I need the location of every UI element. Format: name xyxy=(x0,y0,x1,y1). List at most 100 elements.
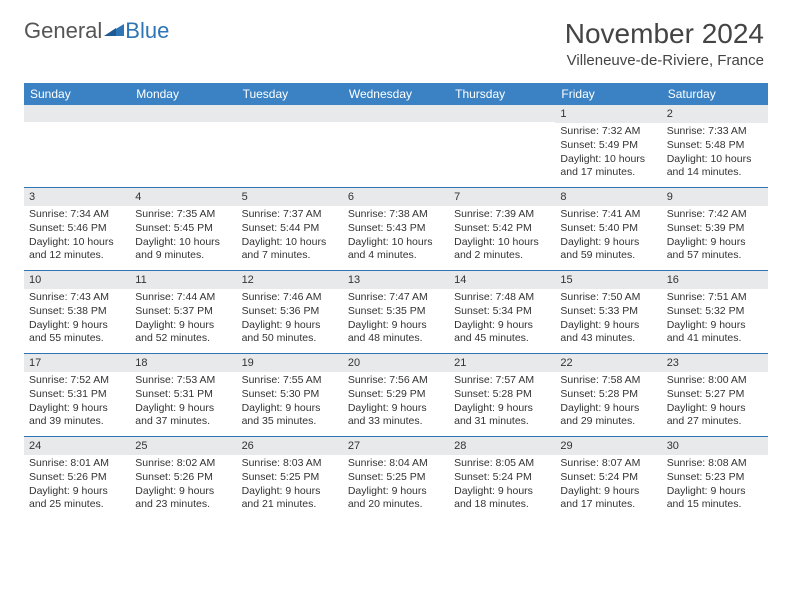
day-body: Sunrise: 7:48 AMSunset: 5:34 PMDaylight:… xyxy=(449,289,555,350)
calendar-cell: 6Sunrise: 7:38 AMSunset: 5:43 PMDaylight… xyxy=(343,188,449,270)
title-block: November 2024 Villeneuve-de-Riviere, Fra… xyxy=(565,18,764,69)
day-body: Sunrise: 8:04 AMSunset: 5:25 PMDaylight:… xyxy=(343,455,449,516)
sunset-text: Sunset: 5:45 PM xyxy=(135,222,231,236)
sunset-text: Sunset: 5:42 PM xyxy=(454,222,550,236)
daylight-text: Daylight: 10 hours and 17 minutes. xyxy=(560,153,656,180)
day-body: Sunrise: 7:43 AMSunset: 5:38 PMDaylight:… xyxy=(24,289,130,350)
sunset-text: Sunset: 5:31 PM xyxy=(29,388,125,402)
day-body: Sunrise: 7:39 AMSunset: 5:42 PMDaylight:… xyxy=(449,206,555,267)
day-number xyxy=(343,105,449,122)
day-number: 2 xyxy=(662,105,768,123)
daylight-text: Daylight: 9 hours and 21 minutes. xyxy=(242,485,338,512)
daylight-text: Daylight: 9 hours and 59 minutes. xyxy=(560,236,656,263)
sunrise-text: Sunrise: 7:44 AM xyxy=(135,291,231,305)
sunrise-text: Sunrise: 7:48 AM xyxy=(454,291,550,305)
day-body: Sunrise: 8:01 AMSunset: 5:26 PMDaylight:… xyxy=(24,455,130,516)
daylight-text: Daylight: 9 hours and 50 minutes. xyxy=(242,319,338,346)
daylight-text: Daylight: 10 hours and 9 minutes. xyxy=(135,236,231,263)
sunrise-text: Sunrise: 8:01 AM xyxy=(29,457,125,471)
logo-triangle-icon xyxy=(104,18,124,44)
day-number: 6 xyxy=(343,188,449,206)
daylight-text: Daylight: 9 hours and 55 minutes. xyxy=(29,319,125,346)
daylight-text: Daylight: 9 hours and 37 minutes. xyxy=(135,402,231,429)
day-number: 15 xyxy=(555,271,661,289)
day-body: Sunrise: 7:38 AMSunset: 5:43 PMDaylight:… xyxy=(343,206,449,267)
day-body: Sunrise: 8:00 AMSunset: 5:27 PMDaylight:… xyxy=(662,372,768,433)
sunrise-text: Sunrise: 7:42 AM xyxy=(667,208,763,222)
daylight-text: Daylight: 9 hours and 18 minutes. xyxy=(454,485,550,512)
sunset-text: Sunset: 5:40 PM xyxy=(560,222,656,236)
sunset-text: Sunset: 5:48 PM xyxy=(667,139,763,153)
calendar: SundayMondayTuesdayWednesdayThursdayFrid… xyxy=(24,83,768,519)
day-header-row: SundayMondayTuesdayWednesdayThursdayFrid… xyxy=(24,83,768,105)
daylight-text: Daylight: 9 hours and 33 minutes. xyxy=(348,402,444,429)
calendar-cell: 26Sunrise: 8:03 AMSunset: 5:25 PMDayligh… xyxy=(237,437,343,519)
sunrise-text: Sunrise: 8:08 AM xyxy=(667,457,763,471)
day-number: 1 xyxy=(555,105,661,123)
week-row: 10Sunrise: 7:43 AMSunset: 5:38 PMDayligh… xyxy=(24,271,768,354)
day-number: 10 xyxy=(24,271,130,289)
daylight-text: Daylight: 10 hours and 7 minutes. xyxy=(242,236,338,263)
day-header: Monday xyxy=(130,83,236,105)
sunrise-text: Sunrise: 7:32 AM xyxy=(560,125,656,139)
sunset-text: Sunset: 5:23 PM xyxy=(667,471,763,485)
day-body: Sunrise: 8:05 AMSunset: 5:24 PMDaylight:… xyxy=(449,455,555,516)
day-number: 3 xyxy=(24,188,130,206)
daylight-text: Daylight: 9 hours and 17 minutes. xyxy=(560,485,656,512)
daylight-text: Daylight: 9 hours and 57 minutes. xyxy=(667,236,763,263)
logo-text-2: Blue xyxy=(125,18,169,44)
sunrise-text: Sunrise: 7:55 AM xyxy=(242,374,338,388)
day-body: Sunrise: 7:33 AMSunset: 5:48 PMDaylight:… xyxy=(662,123,768,184)
day-body: Sunrise: 7:37 AMSunset: 5:44 PMDaylight:… xyxy=(237,206,343,267)
sunset-text: Sunset: 5:34 PM xyxy=(454,305,550,319)
day-body: Sunrise: 7:52 AMSunset: 5:31 PMDaylight:… xyxy=(24,372,130,433)
calendar-cell: 11Sunrise: 7:44 AMSunset: 5:37 PMDayligh… xyxy=(130,271,236,353)
day-number: 8 xyxy=(555,188,661,206)
day-header: Friday xyxy=(555,83,661,105)
day-number: 12 xyxy=(237,271,343,289)
day-number xyxy=(449,105,555,122)
daylight-text: Daylight: 9 hours and 41 minutes. xyxy=(667,319,763,346)
day-number: 29 xyxy=(555,437,661,455)
sunrise-text: Sunrise: 7:47 AM xyxy=(348,291,444,305)
sunrise-text: Sunrise: 7:46 AM xyxy=(242,291,338,305)
logo-text-1: General xyxy=(24,18,102,44)
month-title: November 2024 xyxy=(565,18,764,50)
day-number: 4 xyxy=(130,188,236,206)
day-body: Sunrise: 7:50 AMSunset: 5:33 PMDaylight:… xyxy=(555,289,661,350)
day-body: Sunrise: 8:02 AMSunset: 5:26 PMDaylight:… xyxy=(130,455,236,516)
calendar-cell: 17Sunrise: 7:52 AMSunset: 5:31 PMDayligh… xyxy=(24,354,130,436)
day-number: 19 xyxy=(237,354,343,372)
calendar-cell-blank xyxy=(130,105,236,187)
day-body: Sunrise: 7:47 AMSunset: 5:35 PMDaylight:… xyxy=(343,289,449,350)
calendar-cell: 27Sunrise: 8:04 AMSunset: 5:25 PMDayligh… xyxy=(343,437,449,519)
daylight-text: Daylight: 9 hours and 52 minutes. xyxy=(135,319,231,346)
sunrise-text: Sunrise: 7:37 AM xyxy=(242,208,338,222)
sunset-text: Sunset: 5:30 PM xyxy=(242,388,338,402)
daylight-text: Daylight: 9 hours and 25 minutes. xyxy=(29,485,125,512)
sunset-text: Sunset: 5:26 PM xyxy=(29,471,125,485)
sunrise-text: Sunrise: 7:52 AM xyxy=(29,374,125,388)
sunrise-text: Sunrise: 7:56 AM xyxy=(348,374,444,388)
daylight-text: Daylight: 10 hours and 14 minutes. xyxy=(667,153,763,180)
sunrise-text: Sunrise: 7:58 AM xyxy=(560,374,656,388)
day-number: 11 xyxy=(130,271,236,289)
daylight-text: Daylight: 9 hours and 48 minutes. xyxy=(348,319,444,346)
sunset-text: Sunset: 5:39 PM xyxy=(667,222,763,236)
calendar-cell: 28Sunrise: 8:05 AMSunset: 5:24 PMDayligh… xyxy=(449,437,555,519)
sunset-text: Sunset: 5:25 PM xyxy=(242,471,338,485)
daylight-text: Daylight: 9 hours and 20 minutes. xyxy=(348,485,444,512)
calendar-cell: 30Sunrise: 8:08 AMSunset: 5:23 PMDayligh… xyxy=(662,437,768,519)
day-body: Sunrise: 7:56 AMSunset: 5:29 PMDaylight:… xyxy=(343,372,449,433)
sunrise-text: Sunrise: 7:43 AM xyxy=(29,291,125,305)
calendar-cell-blank xyxy=(237,105,343,187)
day-number xyxy=(130,105,236,122)
daylight-text: Daylight: 9 hours and 23 minutes. xyxy=(135,485,231,512)
calendar-cell: 15Sunrise: 7:50 AMSunset: 5:33 PMDayligh… xyxy=(555,271,661,353)
day-number: 5 xyxy=(237,188,343,206)
sunrise-text: Sunrise: 7:35 AM xyxy=(135,208,231,222)
calendar-cell: 19Sunrise: 7:55 AMSunset: 5:30 PMDayligh… xyxy=(237,354,343,436)
day-number: 9 xyxy=(662,188,768,206)
sunset-text: Sunset: 5:35 PM xyxy=(348,305,444,319)
day-header: Saturday xyxy=(662,83,768,105)
